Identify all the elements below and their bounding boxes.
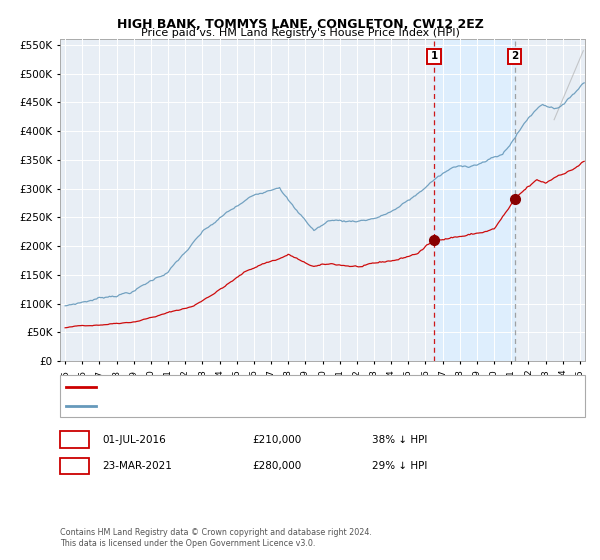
Text: Price paid vs. HM Land Registry's House Price Index (HPI): Price paid vs. HM Land Registry's House … — [140, 28, 460, 38]
Text: 1: 1 — [430, 52, 437, 62]
Text: 38% ↓ HPI: 38% ↓ HPI — [372, 435, 427, 445]
Text: 1: 1 — [71, 435, 78, 445]
Bar — [434, 39, 515, 361]
Text: HIGH BANK, TOMMYS LANE, CONGLETON, CW12 2EZ: HIGH BANK, TOMMYS LANE, CONGLETON, CW12 … — [116, 18, 484, 31]
Text: 01-JUL-2016: 01-JUL-2016 — [102, 435, 166, 445]
Text: HPI: Average price, detached house, Cheshire East: HPI: Average price, detached house, Ches… — [102, 402, 331, 410]
Text: £280,000: £280,000 — [252, 461, 301, 471]
Text: 23-MAR-2021: 23-MAR-2021 — [102, 461, 172, 471]
Text: 2: 2 — [71, 461, 78, 471]
Text: 2: 2 — [511, 52, 518, 62]
Text: 29% ↓ HPI: 29% ↓ HPI — [372, 461, 427, 471]
Text: £210,000: £210,000 — [252, 435, 301, 445]
Text: Contains HM Land Registry data © Crown copyright and database right 2024.
This d: Contains HM Land Registry data © Crown c… — [60, 528, 372, 548]
Text: HIGH BANK, TOMMYS LANE, CONGLETON, CW12 2EZ (detached house): HIGH BANK, TOMMYS LANE, CONGLETON, CW12 … — [102, 382, 421, 391]
